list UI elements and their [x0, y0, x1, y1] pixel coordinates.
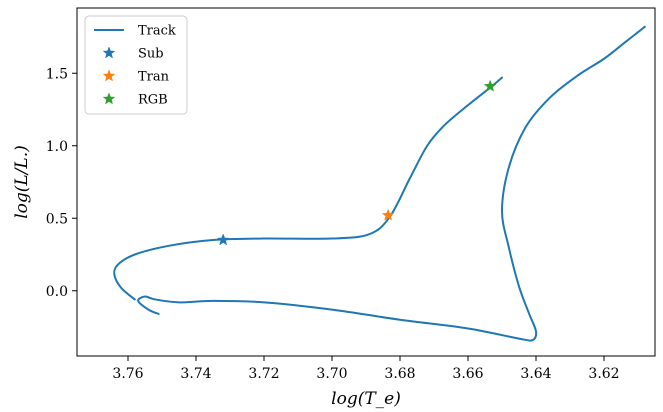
legend-label-track: Track — [138, 24, 176, 39]
x-tick-label: 3.76 — [112, 366, 143, 382]
y-axis: 0.0 0.5 1.0 1.5 — [46, 66, 77, 300]
legend-box — [84, 15, 188, 115]
x-axis: 3.76 3.74 3.72 3.70 3.68 3.66 3.64 3.62 — [112, 356, 620, 382]
legend-label-rgb: RGB — [138, 93, 168, 108]
legend-star-swatch — [102, 46, 116, 59]
legend-label-tran: Tran — [138, 70, 170, 85]
plot-frame — [76, 7, 656, 357]
y-tick-label: 0.0 — [46, 284, 68, 300]
track-line — [137, 25, 646, 342]
x-tick-label: 3.64 — [520, 366, 551, 382]
x-tick-label: 3.70 — [316, 366, 347, 382]
y-tick-label: 0.5 — [46, 211, 68, 227]
x-tick-label: 3.68 — [384, 366, 415, 382]
plot-area — [113, 25, 646, 342]
legend-star-swatch — [102, 92, 116, 105]
legend-label-sub: Sub — [138, 47, 164, 62]
legend: Track Sub Tran RGB — [84, 15, 188, 115]
marker-sub — [216, 233, 230, 246]
legend-star-swatch — [102, 69, 116, 82]
marker-tran — [381, 208, 395, 221]
marker-rgb — [483, 79, 497, 92]
x-axis-label: log(T_e) — [331, 389, 401, 409]
y-tick-label: 1.5 — [46, 66, 68, 82]
x-tick-label: 3.72 — [248, 366, 279, 382]
track-line — [113, 76, 503, 301]
y-axis-label: log(L/L.) — [12, 145, 32, 219]
x-tick-label: 3.66 — [452, 366, 483, 382]
x-tick-label: 3.74 — [180, 366, 211, 382]
x-tick-label: 3.62 — [588, 366, 619, 382]
y-tick-label: 1.0 — [46, 139, 68, 155]
